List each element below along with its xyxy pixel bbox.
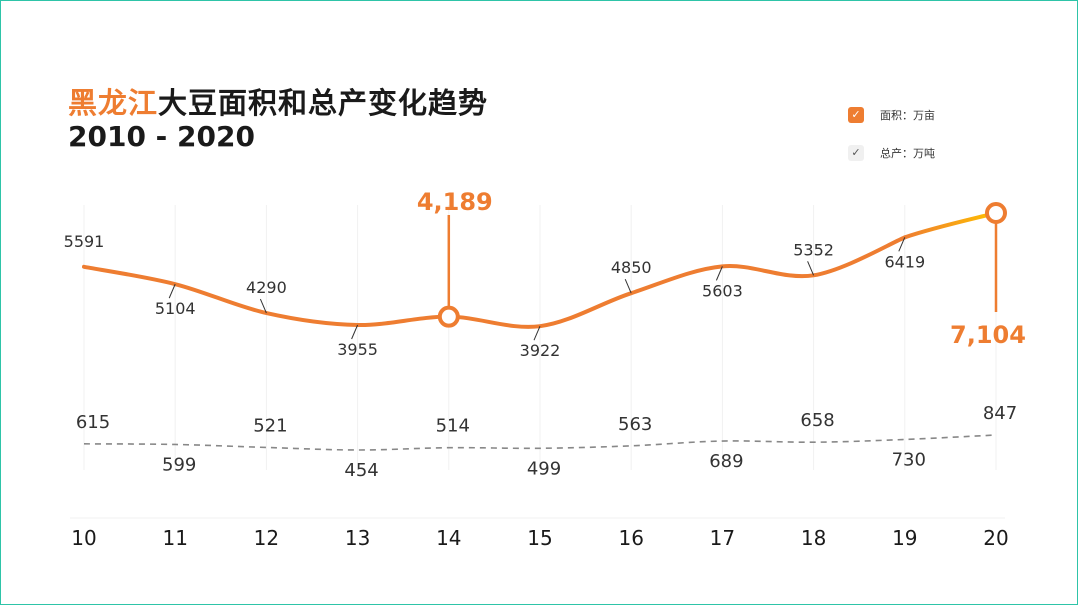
x-tick-label: 16 [618, 526, 643, 550]
title-highlight: 黑龙江 [68, 86, 159, 120]
check-icon: ✓ [848, 145, 864, 161]
data-label-area: 3955 [337, 340, 378, 359]
label-leader [715, 266, 723, 281]
legend-label-output: 总产：万吨 [880, 147, 935, 160]
series-line-area [82, 235, 907, 329]
data-label-area: 6419 [884, 252, 925, 271]
x-tick-label: 20 [983, 526, 1008, 550]
label-leader [624, 278, 632, 294]
highlight-point[interactable] [985, 201, 1007, 224]
x-tick-label: 10 [71, 526, 96, 550]
label-leader [168, 283, 176, 299]
label-leader [533, 325, 541, 341]
chart-subtitle: 2010 - 2020 [68, 120, 255, 153]
data-label-output: 499 [527, 458, 561, 479]
data-label-output: 563 [618, 414, 652, 435]
data-label-area: 5104 [155, 299, 196, 318]
data-label-output: 689 [709, 451, 743, 472]
label-leader [351, 324, 359, 340]
data-label-output: 615 [76, 412, 110, 433]
data-label-area: 3922 [520, 341, 561, 360]
data-label-area: 4850 [611, 258, 652, 277]
x-tick-label: 18 [801, 526, 826, 550]
series-line-area-tail [902, 210, 998, 240]
data-label-output: 521 [253, 415, 287, 436]
x-tick-label: 12 [254, 526, 279, 550]
check-icon: ✓ [848, 107, 864, 123]
highlight-label-area: 7,104 [950, 321, 1026, 349]
x-tick-label: 19 [892, 526, 917, 550]
data-label-output: 454 [344, 460, 378, 481]
title-rest: 大豆面积和总产变化趋势 [158, 86, 489, 120]
x-tick-label: 13 [345, 526, 370, 550]
highlight-point[interactable] [437, 305, 460, 328]
data-label-output: 658 [800, 410, 834, 431]
data-label-output: 514 [436, 416, 470, 437]
legend-item-area[interactable]: ✓ 面积：万亩 [848, 104, 935, 126]
data-label-area: 5603 [702, 281, 743, 300]
data-label-output: 730 [892, 449, 926, 470]
data-label-area: 5352 [793, 240, 834, 259]
data-label-output: 599 [162, 454, 196, 475]
highlight-label-area: 4,189 [417, 188, 493, 216]
legend-item-output[interactable]: ✓ 总产：万吨 [848, 142, 935, 164]
x-tick-label: 11 [162, 526, 187, 550]
data-label-area: 4290 [246, 278, 287, 297]
legend-label-area: 面积：万亩 [880, 109, 935, 122]
x-tick-label: 17 [710, 526, 735, 550]
label-leader [807, 261, 815, 276]
x-tick-label: 15 [527, 526, 552, 550]
x-tick-label: 14 [436, 526, 461, 550]
legend: ✓ 面积：万亩 ✓ 总产：万吨 [848, 104, 935, 180]
series-line-output [83, 434, 997, 451]
label-leader [259, 298, 267, 314]
data-label-area: 5591 [64, 232, 105, 251]
label-leader [898, 237, 906, 252]
chart-title: 黑龙江大豆面积和总产变化趋势 [68, 80, 488, 122]
data-label-output: 847 [983, 403, 1017, 424]
